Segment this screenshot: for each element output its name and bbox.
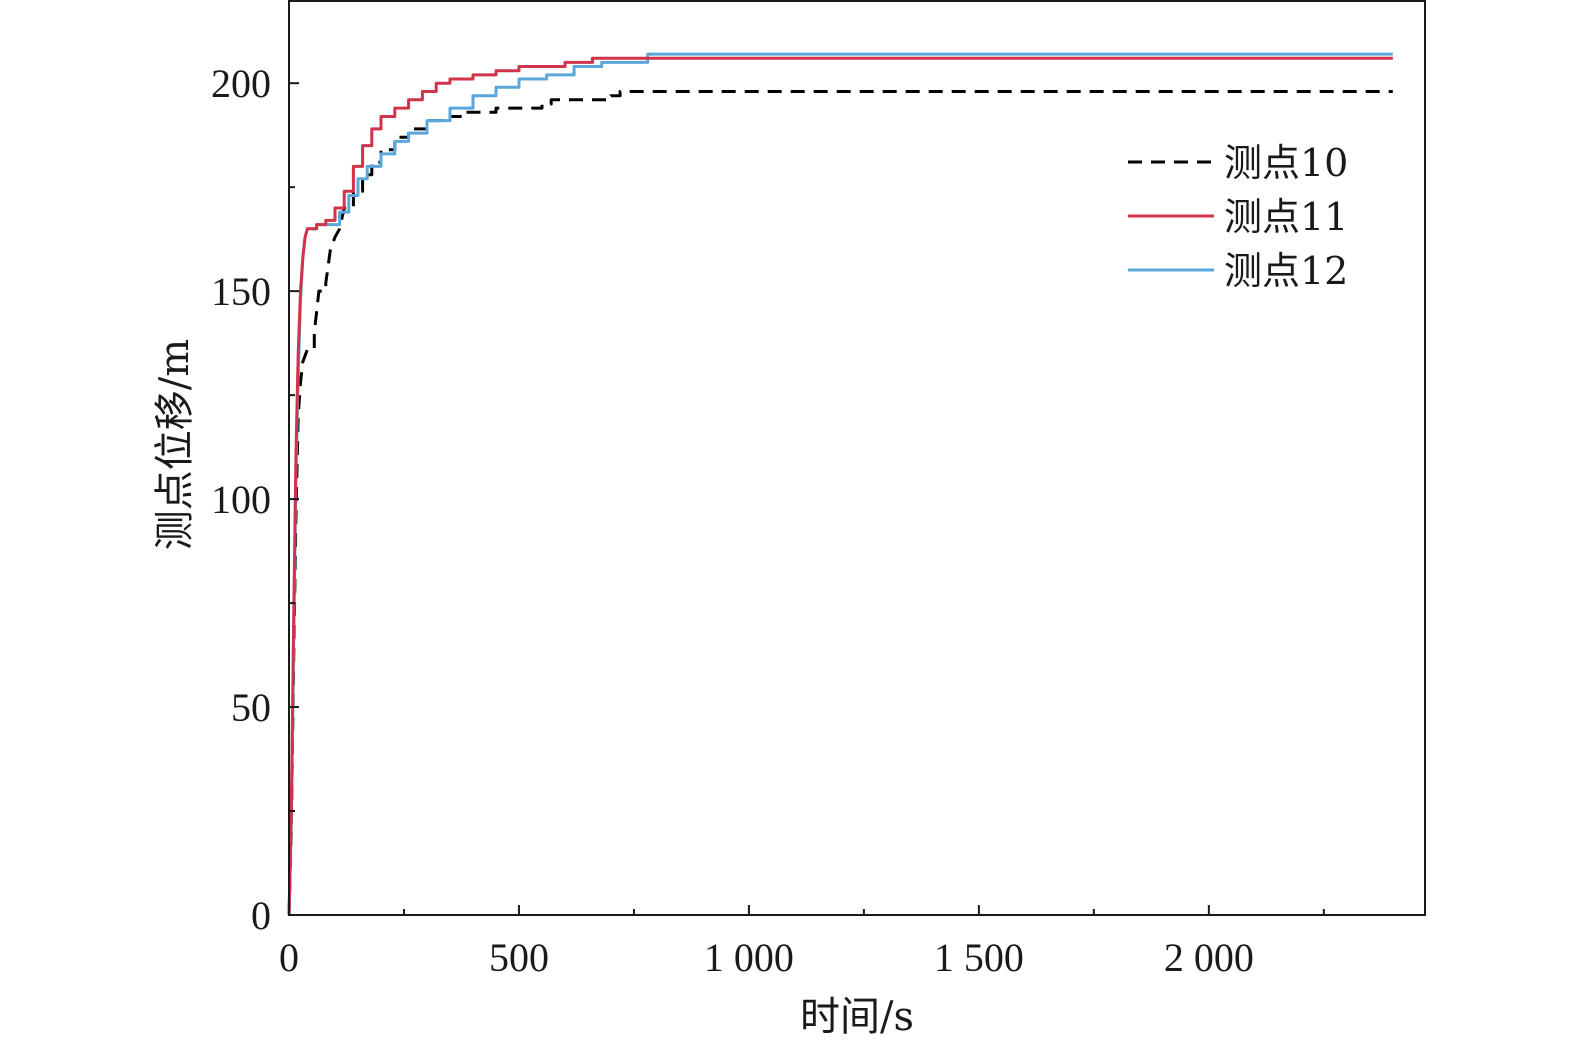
y-tick-label: 200 (211, 61, 271, 106)
series-line-1 (287, 90, 1393, 916)
y-axis-title: 测点位移/m (152, 339, 198, 550)
x-axis-title: 时间/s (800, 994, 914, 1040)
y-axis: 0 50 100 150 200 (211, 61, 299, 938)
x-tick-label: 0 (279, 935, 299, 980)
x-tick-label: 1 500 (934, 935, 1024, 980)
legend: 测点10 测点11 测点12 (1128, 141, 1348, 293)
y-tick-label: 50 (231, 685, 271, 730)
legend-label: 测点12 (1224, 249, 1348, 293)
y-tick-label: 150 (211, 269, 271, 314)
legend-label: 测点10 (1224, 141, 1348, 185)
x-tick-label: 2 000 (1164, 935, 1254, 980)
x-tick-label: 1 000 (704, 935, 794, 980)
y-tick-label: 100 (211, 477, 271, 522)
y-tick-label: 0 (251, 893, 271, 938)
series-line-2 (287, 56, 1393, 916)
x-axis: 0 500 1 000 1 500 2 000 (279, 905, 1325, 980)
series-layer (287, 52, 1393, 916)
x-tick-label: 500 (489, 935, 549, 980)
legend-label: 测点11 (1224, 195, 1348, 239)
plot-frame (288, 0, 1426, 916)
plot-area (287, 0, 1426, 916)
